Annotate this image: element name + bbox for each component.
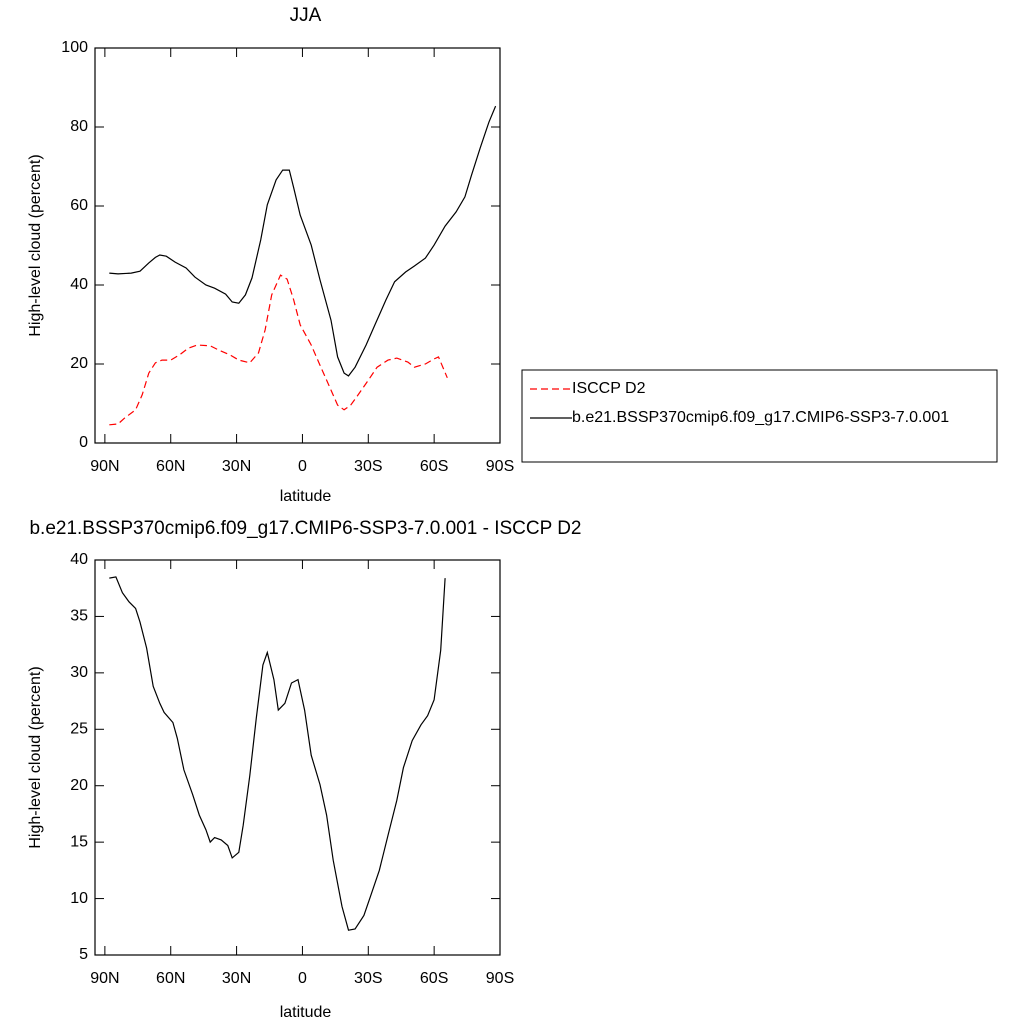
y-tick-label: 40 [70, 276, 88, 293]
chart-title: b.e21.BSSP370cmip6.f09_g17.CMIP6-SSP3-7.… [29, 518, 581, 539]
y-tick-label: 0 [79, 434, 88, 451]
y-tick-label: 60 [70, 197, 88, 214]
x-tick-label: 60N [156, 458, 185, 475]
y-tick-label: 20 [70, 777, 88, 794]
y-tick-label: 30 [70, 664, 88, 681]
y-tick-label: 35 [70, 608, 88, 625]
x-tick-label: 90S [486, 458, 514, 475]
y-tick-label: 10 [70, 890, 88, 907]
plot-frame [94, 47, 501, 444]
plot-frame [94, 559, 501, 956]
y-tick-label: 5 [79, 946, 88, 963]
x-axis-label: latitude [280, 488, 332, 505]
legend-box [521, 369, 998, 463]
chart-title: JJA [290, 5, 322, 26]
y-axis-label: High-level cloud (percent) [27, 666, 44, 848]
legend-label: ISCCP D2 [572, 380, 646, 397]
x-tick-label: 0 [298, 970, 307, 987]
x-tick-label: 90N [90, 970, 119, 987]
x-tick-label: 90N [90, 458, 119, 475]
x-tick-label: 90S [486, 970, 514, 987]
y-tick-label: 80 [70, 118, 88, 135]
x-tick-label: 30N [222, 458, 251, 475]
x-tick-label: 30N [222, 970, 251, 987]
x-tick-label: 60N [156, 970, 185, 987]
x-tick-label: 0 [298, 458, 307, 475]
x-axis-label: latitude [280, 1004, 332, 1021]
x-tick-label: 30S [354, 970, 382, 987]
legend-label: b.e21.BSSP370cmip6.f09_g17.CMIP6-SSP3-7.… [572, 409, 949, 426]
y-tick-label: 15 [70, 833, 88, 850]
y-tick-label: 100 [61, 39, 88, 56]
data-line [109, 576, 446, 931]
x-tick-label: 60S [420, 970, 448, 987]
data-line [109, 274, 448, 426]
x-tick-label: 30S [354, 458, 382, 475]
y-tick-label: 25 [70, 721, 88, 738]
y-axis-label: High-level cloud (percent) [27, 154, 44, 336]
y-tick-label: 40 [70, 551, 88, 568]
data-line [109, 105, 497, 377]
x-tick-label: 60S [420, 458, 448, 475]
y-tick-label: 20 [70, 355, 88, 372]
